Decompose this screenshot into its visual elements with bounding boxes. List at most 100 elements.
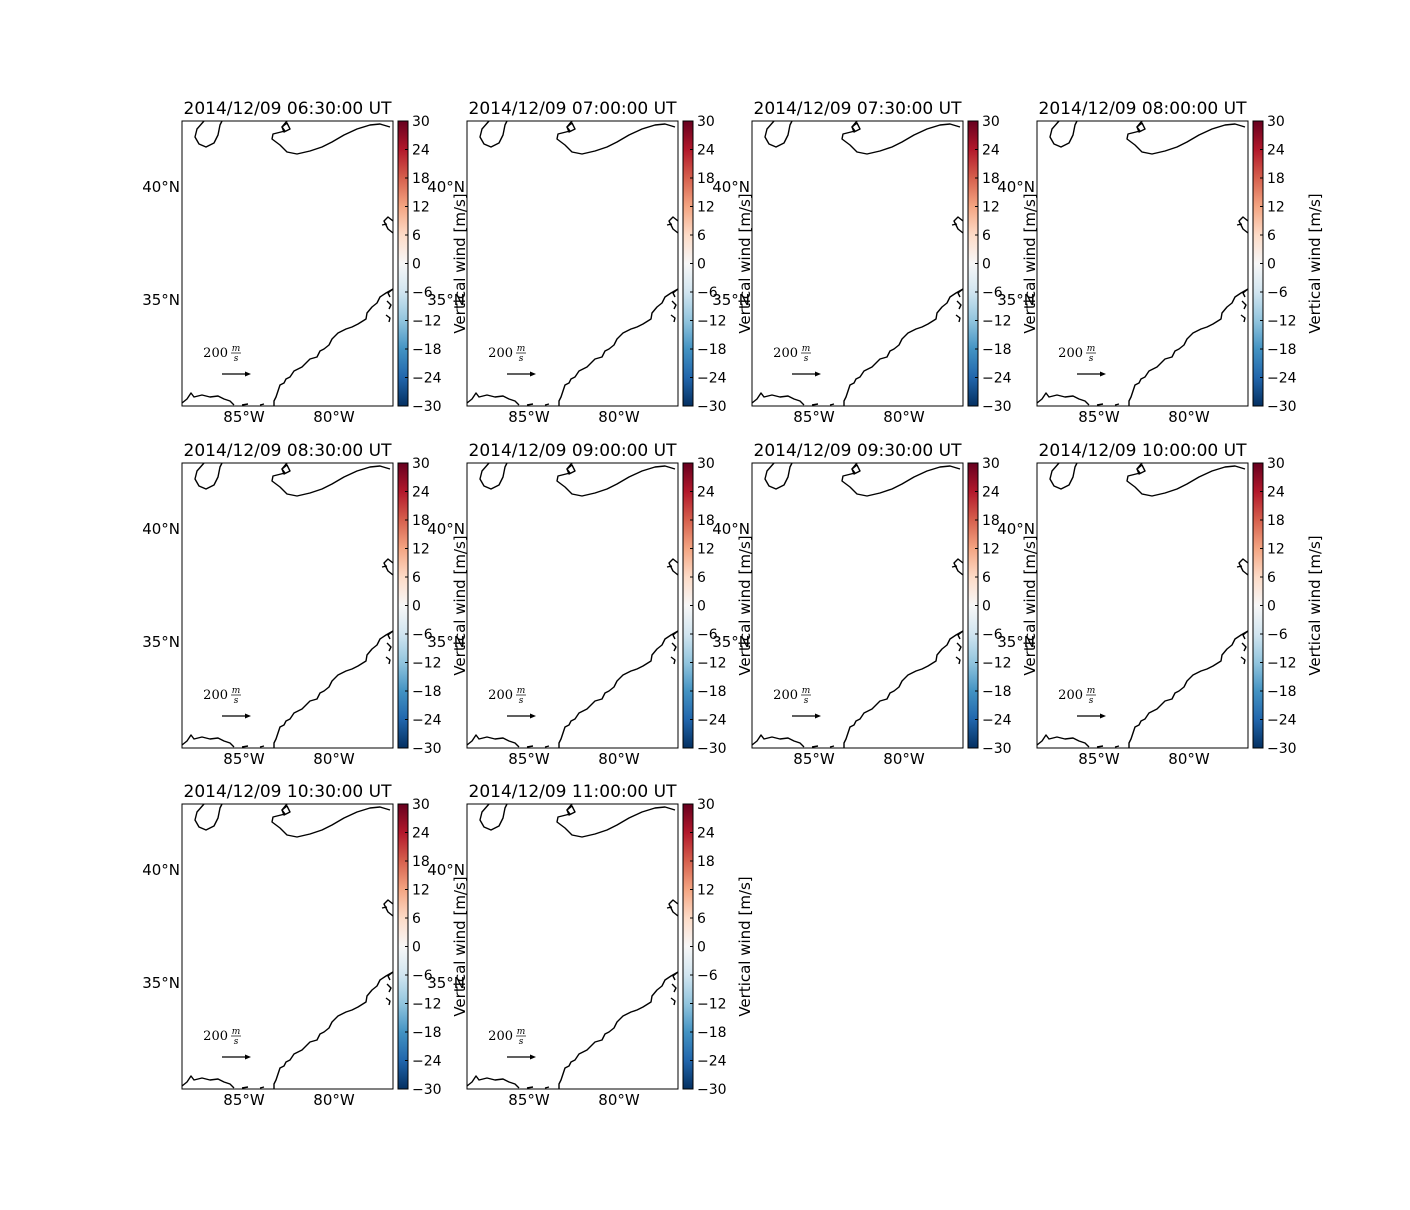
quiver-key-arrowhead bbox=[245, 371, 251, 377]
colorbar-tick-label: 30 bbox=[697, 797, 715, 813]
coastline-segment bbox=[479, 462, 508, 490]
colorbar-tick-label: 6 bbox=[982, 228, 991, 244]
coastline-segment bbox=[386, 300, 392, 310]
coastline-segment bbox=[1128, 630, 1249, 748]
coastline-segment bbox=[194, 803, 223, 831]
coastline-segment bbox=[566, 464, 576, 475]
coastline-segment bbox=[843, 630, 964, 748]
colorbar-label: Vertical wind [m/s] bbox=[736, 535, 754, 675]
colorbar: 30 24 18 12 6 0 −6 −12 −18 −24 −30 Vertical wind [m… bbox=[397, 797, 469, 1098]
coastline bbox=[751, 120, 964, 406]
quiver-key-arrowhead bbox=[245, 1054, 251, 1060]
colorbar-tick-label: 6 bbox=[697, 570, 706, 586]
colorbar-tick-label: 12 bbox=[1267, 200, 1285, 216]
quiver-key-value: 200 bbox=[773, 688, 798, 703]
quiver-key: 200 ms bbox=[203, 686, 251, 719]
coastline-segment bbox=[558, 630, 679, 748]
coastline-segment bbox=[271, 462, 391, 497]
colorbar-tick-label: 24 bbox=[697, 485, 715, 501]
panel-title: 2014/12/09 10:30:00 UT bbox=[184, 782, 393, 802]
colorbar-tick-label: 0 bbox=[697, 257, 706, 273]
colorbar-tick-label: 0 bbox=[697, 940, 706, 956]
colorbar-tick-label: 6 bbox=[412, 911, 421, 927]
quiver-key-arrowhead bbox=[815, 713, 821, 719]
quiver-key-value: 200 bbox=[1058, 688, 1083, 703]
colorbar-tick-label: −12 bbox=[982, 314, 1012, 330]
quiver-key: 200 ms bbox=[488, 686, 536, 719]
quiver-key-unit-num: m bbox=[517, 686, 526, 696]
colorbar-tick-label: 18 bbox=[412, 513, 430, 529]
quiver-key-value: 200 bbox=[488, 1029, 513, 1044]
colorbar-tick-label: −24 bbox=[1267, 713, 1297, 729]
coastline-segment bbox=[1036, 734, 1090, 748]
colorbar-tick-label: 12 bbox=[412, 200, 430, 216]
colorbar-tick-label: −24 bbox=[697, 713, 727, 729]
coastline-segment bbox=[466, 1075, 520, 1089]
coastline-segment bbox=[566, 805, 576, 816]
coastline-segment bbox=[851, 464, 861, 475]
colorbar-tick-label: −30 bbox=[982, 741, 1012, 757]
coastline-segment bbox=[544, 1086, 550, 1089]
lat-tick-label: 40°N bbox=[142, 178, 180, 196]
colorbar-label: Vertical wind [m/s] bbox=[451, 535, 469, 675]
coastline-segment bbox=[558, 288, 679, 406]
lat-tick-label: 40°N bbox=[997, 520, 1035, 538]
map-panel: 2014/12/09 07:00:00 UT 40°N 35°N 85°W 80°W 20… bbox=[427, 99, 754, 426]
lon-tick-label: 85°W bbox=[1078, 408, 1120, 426]
coastline-segment bbox=[1049, 462, 1078, 490]
colorbar-tick-label: −30 bbox=[697, 741, 727, 757]
colorbar-tick-label: 0 bbox=[982, 599, 991, 615]
coastline-segment bbox=[241, 745, 249, 748]
lat-tick-label: 40°N bbox=[142, 861, 180, 879]
coastline-segment bbox=[951, 565, 958, 568]
coastline bbox=[466, 120, 679, 406]
colorbar-tick-label: 24 bbox=[982, 485, 1000, 501]
coastline-segment bbox=[668, 558, 679, 576]
colorbar-tick-label: −6 bbox=[412, 627, 433, 643]
quiver-key-value: 200 bbox=[203, 1029, 228, 1044]
colorbar-tick-label: −6 bbox=[412, 285, 433, 301]
quiver-key: 200 ms bbox=[203, 1027, 251, 1060]
coastline-segment bbox=[953, 216, 964, 234]
colorbar-tick-label: 0 bbox=[1267, 599, 1276, 615]
colorbar-tick-label: 30 bbox=[982, 114, 1000, 130]
coastline-segment bbox=[194, 120, 223, 148]
map-panel: 2014/12/09 11:00:00 UT 40°N 35°N 85°W 80°W 20… bbox=[427, 782, 754, 1109]
coastline-segment bbox=[466, 392, 520, 406]
panel-title: 2014/12/09 06:30:00 UT bbox=[184, 99, 393, 119]
colorbar-tick-label: 24 bbox=[412, 485, 430, 501]
coastline-segment bbox=[273, 288, 394, 406]
colorbar: 30 24 18 12 6 0 −6 −12 −18 −24 −30 Vertical wind [m… bbox=[682, 114, 754, 415]
coastline-segment bbox=[466, 734, 520, 748]
coastline-segment bbox=[671, 300, 677, 310]
colorbar-tick-label: −12 bbox=[1267, 314, 1297, 330]
coastline-segment bbox=[181, 392, 235, 406]
lat-tick-label: 40°N bbox=[712, 178, 750, 196]
lon-tick-label: 80°W bbox=[883, 408, 925, 426]
lat-tick-label: 40°N bbox=[142, 520, 180, 538]
lon-tick-label: 85°W bbox=[223, 1091, 265, 1109]
coastline-segment bbox=[385, 656, 391, 665]
colorbar-tick-label: −12 bbox=[412, 656, 442, 672]
colorbar-tick-label: 18 bbox=[412, 854, 430, 870]
colorbar-tick-label: −24 bbox=[982, 371, 1012, 387]
coastline-segment bbox=[829, 745, 835, 748]
quiver-key: 200 ms bbox=[773, 344, 821, 377]
colorbar-tick-label: −18 bbox=[982, 684, 1012, 700]
colorbar-tick-label: −24 bbox=[697, 371, 727, 387]
colorbar-tick-label: −6 bbox=[982, 627, 1003, 643]
lat-tick-label: 35°N bbox=[427, 291, 465, 309]
coastline-segment bbox=[953, 558, 964, 576]
map-frame bbox=[1036, 120, 1249, 407]
colorbar-tick-label: 6 bbox=[982, 570, 991, 586]
colorbar-tick-label: 24 bbox=[697, 826, 715, 842]
coastline-segment bbox=[1242, 288, 1249, 298]
map-panel: 2014/12/09 06:30:00 UT 40°N 35°N 85°W 80°W 20… bbox=[142, 99, 469, 426]
panel-title: 2014/12/09 09:00:00 UT bbox=[469, 441, 678, 461]
quiver-key: 200 ms bbox=[1058, 686, 1106, 719]
quiver-key-value: 200 bbox=[488, 688, 513, 703]
coastline-segment bbox=[751, 734, 805, 748]
colorbar-tick-label: −24 bbox=[412, 1054, 442, 1070]
coastline-segment bbox=[956, 642, 962, 652]
lat-tick-label: 35°N bbox=[712, 633, 750, 651]
